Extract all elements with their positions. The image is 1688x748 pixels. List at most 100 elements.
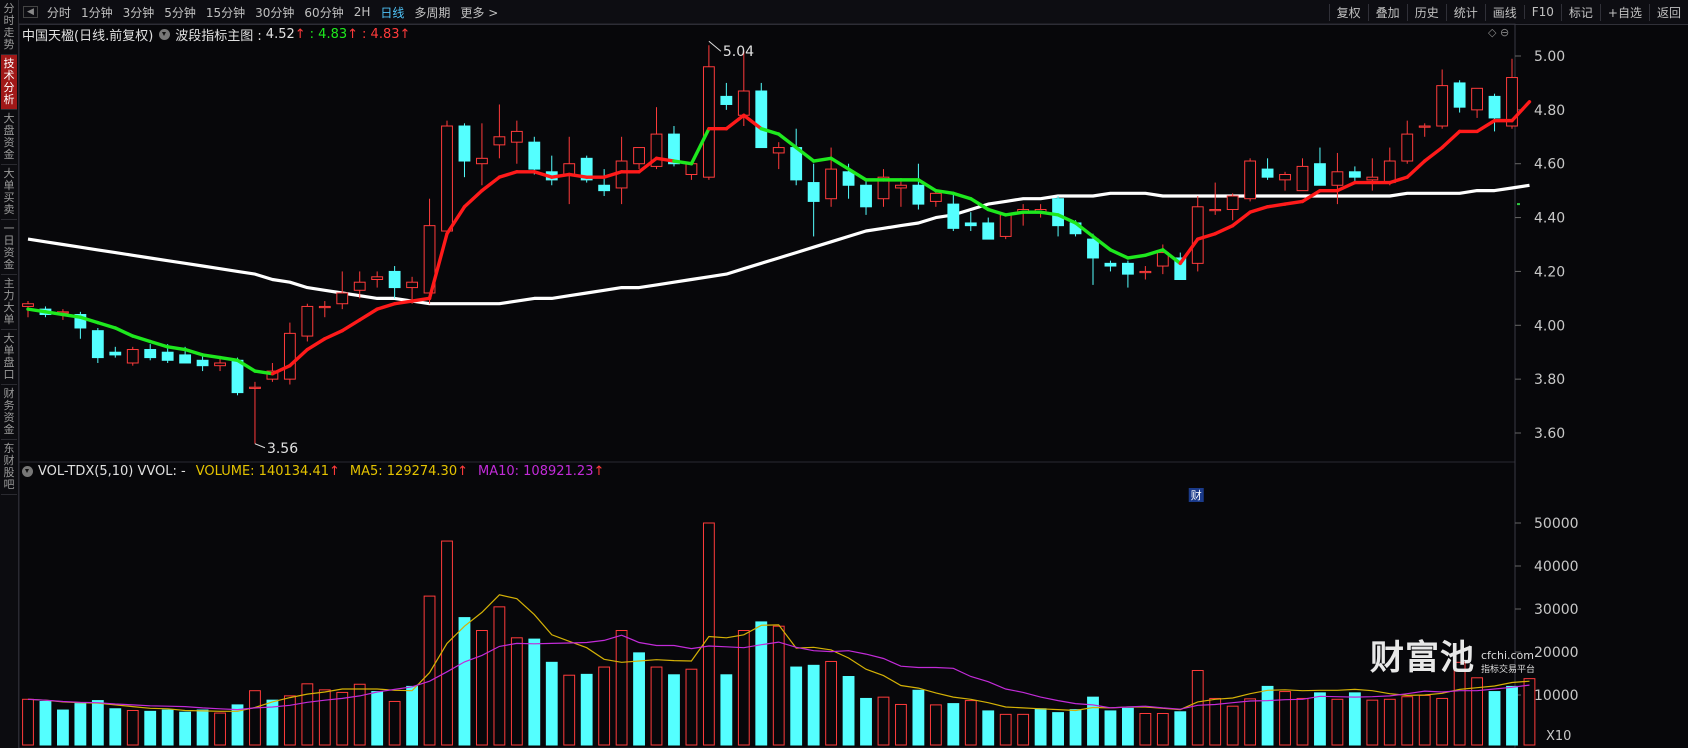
volume-bar xyxy=(912,689,925,746)
candle-body xyxy=(895,184,907,189)
band-segment xyxy=(358,307,379,322)
band-segment xyxy=(462,188,484,209)
volume-bar xyxy=(91,700,104,746)
finance-marker-bg xyxy=(1188,488,1204,502)
candle-body xyxy=(441,125,453,232)
volume-bar xyxy=(1453,661,1466,746)
candle-body xyxy=(912,184,925,205)
volume-bar xyxy=(947,703,960,746)
volume-bar xyxy=(929,704,942,746)
volume-arrow: ↑ xyxy=(328,463,340,479)
indicator-arrow-3: ↑ xyxy=(399,26,411,42)
toolbar-button[interactable]: 统计 xyxy=(1445,3,1485,21)
collapse-left-icon[interactable]: ◀ xyxy=(23,6,38,18)
high-label: 5.04 xyxy=(723,44,754,60)
sidebar-tab[interactable]: 大单盘口 xyxy=(1,330,17,385)
period-tab[interactable]: 60分钟 xyxy=(304,5,344,20)
candle-body xyxy=(1156,252,1169,267)
volume-bar xyxy=(877,696,890,746)
band-segment xyxy=(550,172,571,179)
band-segment xyxy=(654,156,676,163)
band-segment xyxy=(1178,237,1200,266)
band-segment xyxy=(183,347,205,357)
volume-bar xyxy=(1069,709,1082,746)
volume-bar xyxy=(1418,694,1431,746)
candle-body xyxy=(807,182,820,202)
band-segment xyxy=(969,197,990,212)
indicator-dropdown-icon[interactable] xyxy=(159,28,171,40)
chart-corner-icons[interactable]: ◇ ⊖ xyxy=(1488,26,1510,39)
volume-bar xyxy=(528,638,541,746)
period-tab[interactable]: 30分钟 xyxy=(255,5,295,20)
watermark-logo: 财富池 xyxy=(1370,638,1475,678)
band-segment xyxy=(829,156,851,171)
sidebar-tab[interactable]: 大盘资金 xyxy=(1,110,17,165)
volume-bar xyxy=(214,712,226,746)
volume-dropdown-icon[interactable] xyxy=(22,465,33,477)
candle-body xyxy=(1331,171,1344,186)
toolbar-button[interactable]: 标记 xyxy=(1560,3,1600,21)
y-tick-label: 3.60 xyxy=(1534,426,1565,442)
watermark: 财富池 cfchi.com 指标交易平台 xyxy=(1370,630,1535,679)
sidebar-tab[interactable]: 一日资金 xyxy=(1,220,17,275)
toolbar-button[interactable]: 历史 xyxy=(1406,3,1446,21)
indicator-value-3: : 4.83 xyxy=(362,26,400,42)
sidebar-tab[interactable]: 东财股吧 xyxy=(1,440,17,495)
volume-bar xyxy=(737,630,750,746)
volume-bar xyxy=(74,703,87,746)
volume-bar xyxy=(1104,710,1117,746)
toolbar-button[interactable]: +自选 xyxy=(1599,3,1649,21)
period-tab[interactable]: 日线 xyxy=(380,5,405,20)
sidebar-tab[interactable]: 分时走势 xyxy=(1,0,17,55)
band-segment xyxy=(916,178,938,193)
candle-body xyxy=(650,133,663,167)
volume-bar xyxy=(860,697,872,746)
volume-bar xyxy=(301,683,314,746)
period-tab[interactable]: 2H xyxy=(353,5,371,19)
candle-body xyxy=(406,281,419,289)
volume-bar xyxy=(1191,669,1204,746)
candle-body xyxy=(1209,208,1222,212)
band-segment xyxy=(480,175,502,193)
volume-bar xyxy=(702,522,715,746)
sidebar-tab[interactable]: 技术分析 xyxy=(1,55,17,110)
band-segment xyxy=(1440,129,1462,150)
band-segment xyxy=(811,156,833,163)
candle-body xyxy=(353,281,366,291)
volume-bar xyxy=(510,637,523,746)
volume-bar xyxy=(825,660,838,746)
toolbar-button[interactable]: 返回 xyxy=(1648,3,1688,21)
volume-bar xyxy=(196,709,209,746)
sidebar-tab[interactable]: 主力大单 xyxy=(1,275,17,330)
volume-bar xyxy=(476,630,488,746)
candle-body xyxy=(476,157,488,165)
band-segment xyxy=(270,363,292,376)
volume-bar xyxy=(1156,712,1169,746)
period-tab[interactable]: 5分钟 xyxy=(164,5,196,20)
period-tab[interactable]: 分时 xyxy=(46,5,71,20)
sidebar-tab[interactable]: 财务资金 xyxy=(1,385,17,440)
toolbar-button[interactable]: 画线 xyxy=(1484,3,1524,21)
band-segment xyxy=(1196,232,1217,241)
sidebar-tab[interactable]: 大单买卖 xyxy=(1,165,17,220)
volume-bar xyxy=(266,699,279,746)
candle-body xyxy=(510,130,523,143)
volume-bar xyxy=(1139,712,1152,746)
period-tab[interactable]: 多周期 xyxy=(414,5,451,20)
band-segment xyxy=(235,358,257,373)
toolbar-button[interactable]: F10 xyxy=(1523,5,1561,19)
candle-body xyxy=(720,95,733,105)
candle-body xyxy=(1366,176,1379,181)
toolbar-button[interactable]: 复权 xyxy=(1328,3,1368,21)
volume-bar xyxy=(1279,691,1291,746)
period-tab[interactable]: 1分钟 xyxy=(80,5,113,20)
period-tab[interactable]: 更多 > xyxy=(460,5,499,20)
period-tab[interactable]: 15分钟 xyxy=(205,5,246,20)
volume-y-tick-label: 20000 xyxy=(1534,645,1579,661)
volume-bar xyxy=(231,704,244,746)
toolbar-button[interactable]: 叠加 xyxy=(1367,3,1407,21)
band-segment xyxy=(934,188,956,196)
period-tab[interactable]: 3分钟 xyxy=(122,5,155,20)
band-segment xyxy=(288,347,310,368)
